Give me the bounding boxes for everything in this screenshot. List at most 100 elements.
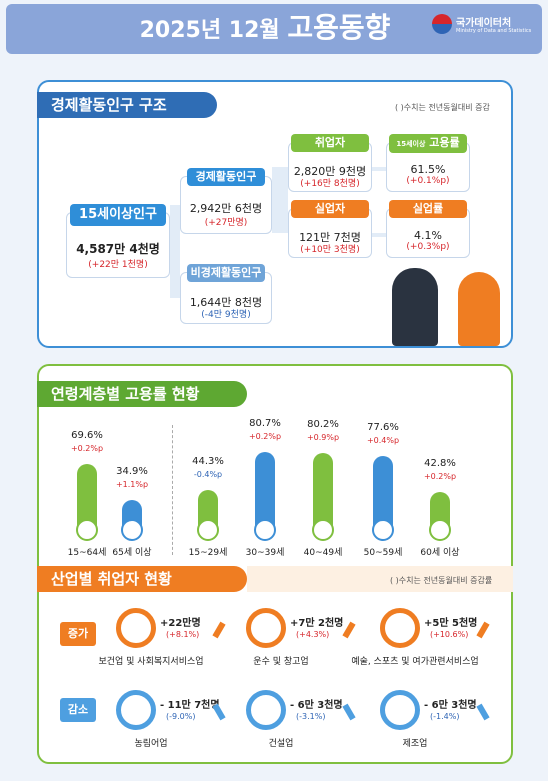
person [458, 272, 500, 346]
industry-change: - 6만 3천명 [424, 700, 477, 711]
section-title: 산업별 취업자 현황 [37, 566, 247, 592]
industry-name: 제조업 [402, 739, 428, 749]
node-change: (+16만 8천명) [300, 179, 360, 189]
bar-icon [372, 519, 394, 541]
bar-icon [121, 519, 143, 541]
org-en: Ministry of Data and Statistics [456, 28, 532, 34]
node-change: (+0.1%p) [406, 176, 450, 186]
node-value: 4,587만 4천명 [76, 241, 160, 256]
separator [172, 425, 173, 555]
node-change: (-4만 9천명) [201, 310, 251, 321]
value-label: 77.6% [367, 421, 399, 433]
node-label: 비경제활동인구 [187, 264, 265, 282]
header [6, 4, 542, 54]
industry-icon [380, 690, 420, 730]
category-label: 50~59세 [363, 548, 403, 558]
node-value: 61.5% [410, 163, 446, 176]
node-change: (+27만명) [204, 218, 248, 229]
label: 실업자 [314, 202, 346, 215]
bar-icon [254, 519, 276, 541]
decrease-label: 감소 [60, 698, 96, 722]
category-label: 65세 이상 [112, 548, 152, 558]
node-change: (+0.3%p) [406, 242, 450, 252]
node-value: 2,942만 6천명 [189, 202, 263, 216]
node-label: 경제활동인구 [187, 168, 265, 186]
label: 비경제활동인구 [190, 266, 262, 279]
change-label: +1.1%p [115, 480, 149, 490]
change-label: +0.9%p [306, 432, 340, 442]
change-label: -0.4%p [193, 470, 223, 480]
bar-icon [197, 519, 219, 541]
label: 경제활동인구 [195, 170, 257, 183]
industry-name: 건설업 [268, 739, 294, 749]
bar [255, 452, 275, 537]
node-value: 1,644만 8천명 [189, 295, 263, 309]
node-label: 15세이상 고용률 [389, 134, 467, 153]
title: 고용동향 [287, 11, 391, 44]
bar-icon [76, 519, 98, 541]
node-value: 2,820만 9천명 [293, 165, 367, 178]
industry-change: +7만 2천명 [290, 618, 344, 629]
industry-icon [380, 608, 420, 648]
bar [313, 452, 333, 537]
logo [432, 14, 452, 34]
section-title: 경제활동인구 구조 [37, 92, 217, 118]
value-label: 42.8% [424, 458, 456, 470]
node-change: (+22만 1천명) [88, 259, 148, 270]
industry-change: - 6만 3천명 [290, 700, 343, 711]
connector [170, 205, 180, 245]
industry-name: 보건업 및 사회복지서비스업 [98, 657, 204, 667]
change-label: +0.4%p [366, 435, 400, 445]
industry-name: 예술, 스포츠 및 여가관련서비스업 [351, 657, 479, 667]
connector [272, 205, 288, 233]
change-label: +0.2%p [70, 443, 104, 453]
industry-name: 농림어업 [134, 739, 168, 749]
node-change: (+10만 3천명) [300, 245, 360, 255]
category-label: 15~29세 [188, 548, 228, 558]
note: ( )수치는 전년동월대비 증감 [395, 103, 490, 112]
industry-rate: (-3.1%) [296, 712, 326, 721]
org: 국가데이터처 [456, 18, 512, 29]
node-label: 실업률 [389, 200, 467, 218]
bar-icon [312, 519, 334, 541]
node-label: 취업자 [291, 134, 369, 152]
label: 실업률 [412, 202, 444, 215]
industry-icon [116, 608, 156, 648]
industry-change: +22만명 [160, 618, 201, 629]
industry-rate: (-9.0%) [166, 712, 196, 721]
industry-change: - 11만 7천명 [160, 700, 220, 711]
section-title: 연령계층별 고용률 현황 [37, 381, 247, 407]
bar [77, 463, 97, 537]
header-title: 2025년 12월 고용동향 [100, 8, 430, 51]
connector [372, 233, 386, 237]
value-label: 80.7% [249, 418, 281, 430]
value-label: 69.6% [71, 429, 103, 441]
industry-icon [246, 690, 286, 730]
industry-rate: (-1.4%) [430, 712, 460, 721]
label-prefix: 15세이상 [396, 140, 426, 148]
value-label: 80.2% [307, 418, 339, 430]
category-label: 15~64세 [67, 548, 107, 558]
change-label: +0.2%p [248, 432, 282, 442]
increase-label: 증가 [60, 622, 96, 646]
label: 고용률 [429, 136, 460, 149]
industry-icon [116, 690, 156, 730]
connector [170, 245, 180, 298]
bar-icon [429, 519, 451, 541]
value-label: 44.3% [192, 456, 224, 468]
note: ( )수치는 전년동월대비 증감률 [390, 576, 493, 585]
note-bg [247, 566, 513, 592]
connector [372, 167, 386, 171]
category-label: 30~39세 [245, 548, 285, 558]
month: 12월 [228, 18, 280, 43]
industry-name: 운수 및 창고업 [253, 657, 309, 667]
node-value: 4.1% [414, 229, 442, 242]
industry-change: +5만 5천명 [424, 618, 478, 629]
node-label: 15세이상인구 [70, 204, 166, 226]
category-label: 40~49세 [303, 548, 343, 558]
category-label: 60세 이상 [420, 548, 460, 558]
label: 취업자 [314, 136, 346, 149]
label: 15세이상인구 [79, 207, 157, 222]
person [392, 268, 438, 346]
